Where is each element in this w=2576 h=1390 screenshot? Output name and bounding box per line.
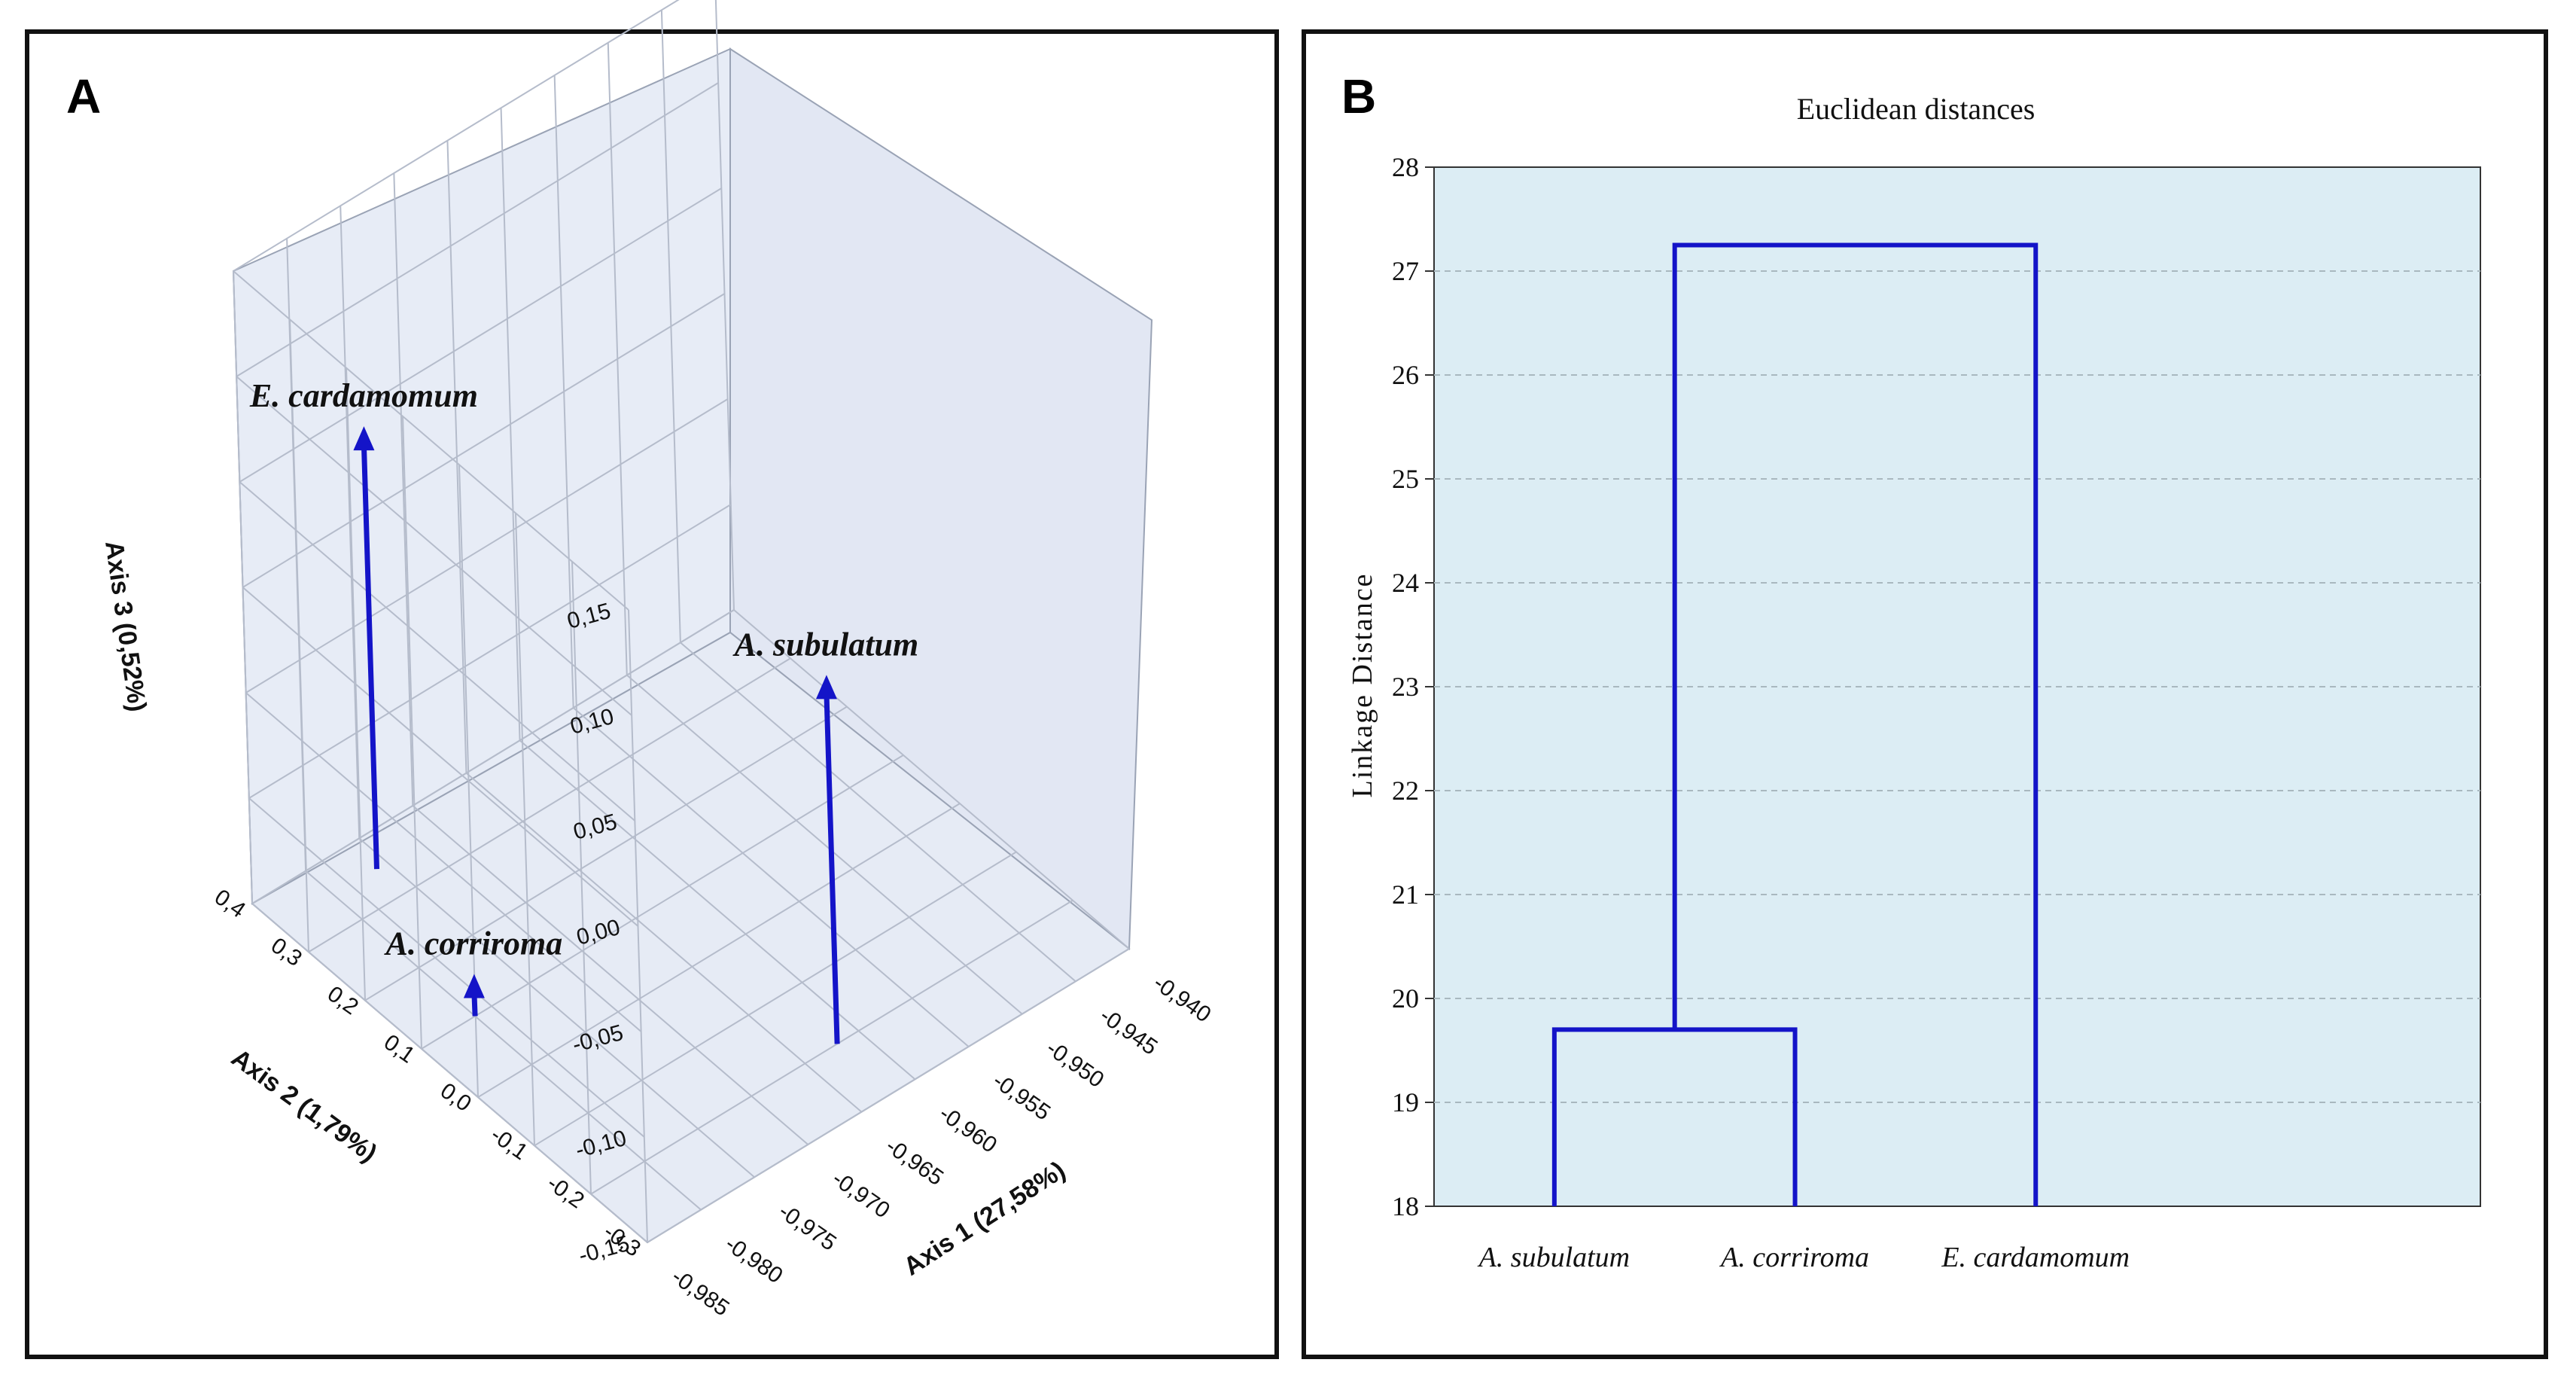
y-tick-label: 26: [1392, 360, 1419, 390]
floor-gridline-x: [733, 609, 1130, 950]
y-tick-label: 20: [1392, 983, 1419, 1014]
left-wall-gridline-z: [245, 692, 642, 1032]
y-tick-label: 21: [1392, 879, 1419, 910]
right-wall-gridline-z: [239, 187, 722, 483]
floor-gridline-x: [680, 642, 1076, 983]
right-wall-gridline-z: [251, 609, 735, 904]
y-tick-label: 25: [1392, 464, 1419, 494]
left-wall-gridline-z: [248, 797, 645, 1138]
right-wall-gridline-z: [245, 398, 729, 693]
y-tick-label: 19: [1392, 1087, 1419, 1117]
floor-gridline-y: [364, 706, 848, 1001]
floor-gridline-y: [590, 899, 1073, 1195]
point-label: A. corriroma: [384, 925, 563, 962]
point-arrowhead: [353, 426, 375, 451]
floor-gridline-x: [465, 772, 863, 1113]
left-wall-gridline-z: [233, 270, 629, 611]
right-wall-gridline-z: [242, 293, 726, 588]
leaf-labels: A. subulatum A. corriroma E. cardamomum: [1477, 1242, 2130, 1273]
left-wall-gridline-z: [239, 481, 635, 822]
floor-gridline-y: [647, 948, 1130, 1243]
point-arrowhead: [463, 974, 485, 998]
floor-gridline-y: [534, 851, 1017, 1147]
point-label: A. subulatum: [732, 626, 919, 663]
y-ticks: 18 19 20 21 22 23 24 25 26 27 28: [1392, 152, 1434, 1221]
floor-gridline-x: [305, 870, 702, 1211]
leaf-label: A. subulatum: [1477, 1242, 1631, 1273]
left-wall-gridline-z: [242, 587, 639, 927]
y-tick-label: 18: [1392, 1191, 1419, 1221]
dendrogram-title: Euclidean distances: [1797, 92, 2036, 126]
link-root: [1672, 242, 2039, 1206]
left-wall-gridline-z: [236, 376, 632, 716]
panel-b-letter: B: [1341, 69, 1376, 123]
y-tick-label: 22: [1392, 776, 1419, 806]
floor-gridline-x: [412, 805, 808, 1145]
dendrogram-links: [1551, 242, 2039, 1206]
y-axis-label: Linkage Distance: [1347, 573, 1378, 798]
leaf-label: E. cardamomum: [1941, 1242, 2130, 1273]
y-tick-label: 28: [1392, 152, 1419, 182]
floor-gridline-x: [626, 674, 1023, 1015]
right-wall-gridline-z: [233, 0, 680, 272]
floor-gridline-x: [519, 739, 916, 1081]
floor-gridline-y: [421, 754, 904, 1050]
chart-dendrogram: Euclidean distances 18 19 20 21 22 23 24 25 26 27…: [1347, 92, 2481, 1273]
point-stem: [824, 693, 840, 1044]
left-wall-gridline-z: [251, 903, 648, 1243]
point-label: E. cardamomum: [249, 377, 478, 414]
floor-gridline-y: [308, 657, 791, 953]
panel-a-letter: A: [66, 69, 101, 123]
y-tick-label: 24: [1392, 568, 1419, 598]
points-3d: E. cardamomum A. subulatum A. corriroma: [249, 377, 918, 1044]
point-stem: [361, 444, 379, 870]
chart-3d: -0,985-0,980-0,975-0,970-0,965-0,960-0,9…: [99, 0, 1216, 1321]
y-tick-label: 27: [1392, 256, 1419, 286]
right-wall-gridline-z: [236, 82, 719, 377]
grid-dendrogram: [1434, 270, 2480, 1103]
y-tick-label: 23: [1392, 672, 1419, 702]
right-wall-gridline-z: [248, 504, 732, 799]
floor-gridline-y: [477, 803, 961, 1098]
point-arrowhead: [815, 675, 837, 700]
leaf-label: A. corriroma: [1719, 1242, 1869, 1273]
grid-3d: [233, 0, 1130, 1243]
floor-gridline-x: [358, 837, 755, 1178]
floor-gridline-x: [573, 707, 970, 1047]
